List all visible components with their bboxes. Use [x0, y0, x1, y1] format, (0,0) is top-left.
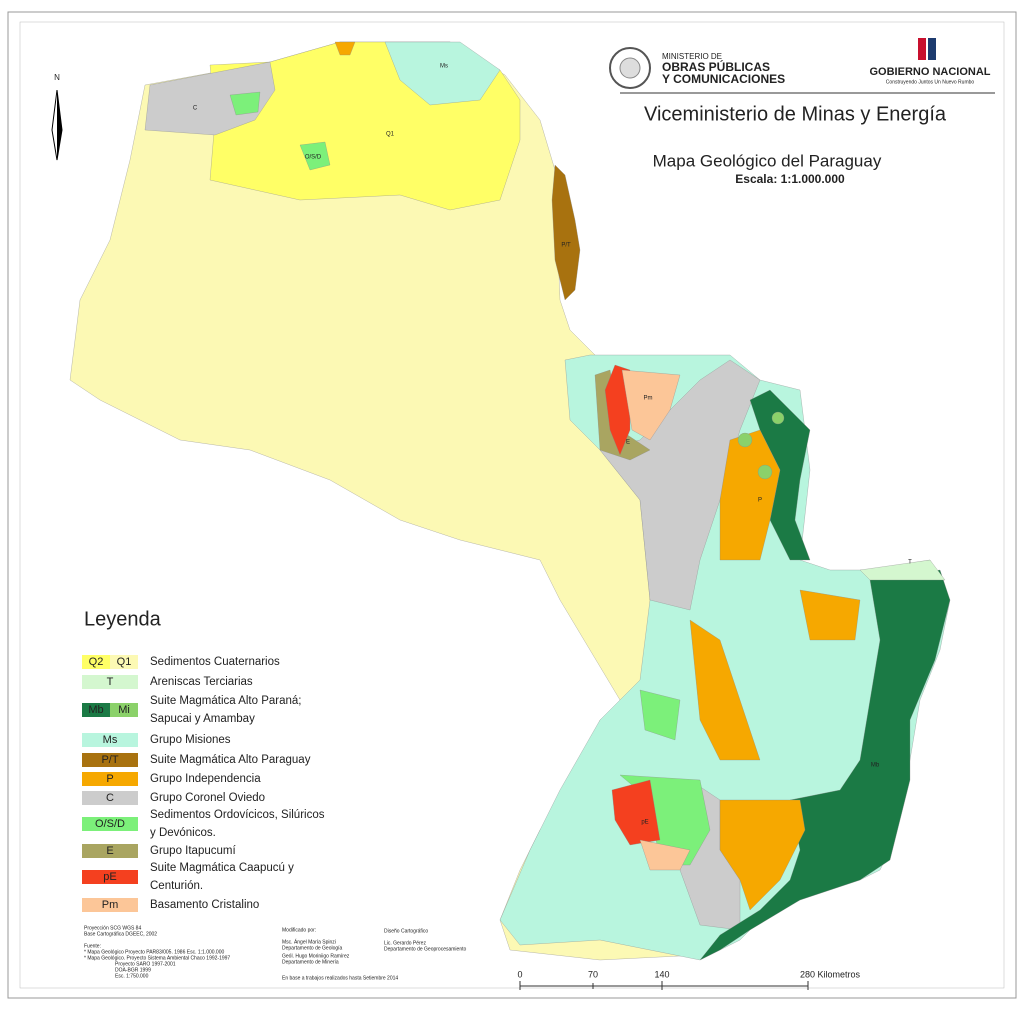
- credit-line: Geól. Hugo Moriniigo Ramírez: [282, 953, 350, 959]
- credit-line: Lic. Gerardo Pérez: [384, 940, 426, 946]
- credit-line: Proyecto SARO 1997-2001: [115, 961, 176, 967]
- legend-swatch: [110, 655, 138, 669]
- credits: En base a trabajos realizados hasta Seti…: [84, 925, 466, 981]
- legend-code: pE: [103, 871, 116, 883]
- legend-swatch: [82, 898, 138, 912]
- legend-swatch: [82, 753, 138, 767]
- legend-swatch: [82, 844, 138, 858]
- legend-title: Leyenda: [84, 608, 162, 630]
- legend-label: Suite Magmática Alto Paraguay: [150, 754, 311, 766]
- legend-code: E: [106, 845, 113, 857]
- legend-label: Sedimentos Ordovícicos, Silúricos: [150, 809, 325, 821]
- credit-line: Departamento de Geología: [282, 945, 343, 951]
- legend-label: Suite Magmática Caapucú y: [150, 862, 294, 874]
- ministry-line: MINISTERIO DE: [662, 52, 722, 61]
- legend-label: Sapucai y Amambay: [150, 713, 255, 725]
- legend-swatch: [82, 791, 138, 805]
- legend-swatch: [82, 675, 138, 689]
- ministry-line: OBRAS PÚBLICAS: [662, 59, 770, 74]
- credit-line: Esc. 1:750.000: [115, 973, 149, 979]
- north-arrow: N: [51, 73, 63, 161]
- map-label: C: [193, 106, 198, 112]
- credit-line: Base Cartográfica DGEEC, 2002: [84, 931, 157, 937]
- credit-line: Fuente:: [84, 943, 101, 949]
- header: MINISTERIO DE OBRAS PÚBLICAS Y COMUNICAC…: [609, 38, 995, 186]
- map-label: Ms: [440, 64, 448, 70]
- scale-label: 70: [588, 969, 598, 979]
- credit-line: * Mapa Geológico. Proyecto Sistema Ambie…: [84, 955, 230, 961]
- legend-code: C: [106, 792, 114, 804]
- government: GOBIERNO NACIONAL: [870, 66, 991, 78]
- map-label: Mb: [871, 763, 880, 769]
- scale-label: 280 Kilometros: [800, 969, 861, 979]
- legend-label: y Devónicos.: [150, 827, 216, 839]
- credit-line: Proyección SCG WGS 84: [84, 925, 141, 931]
- legend-label: Centurión.: [150, 880, 203, 892]
- legend-code: Ms: [103, 734, 118, 746]
- legend-label: Grupo Independencia: [150, 773, 261, 785]
- legend-label: Sedimentos Cuaternarios: [150, 656, 280, 668]
- map-label: pE: [641, 820, 648, 826]
- credit-line: Msc. Ángel María Spinzi: [282, 938, 336, 945]
- scale-label: 140: [654, 969, 669, 979]
- credit-line: Diseño Cartográfico: [384, 928, 428, 934]
- scalebar: 0 70 140 280 Kilometros: [517, 969, 861, 990]
- legend-code: Q1: [117, 656, 132, 668]
- legend-swatch: [82, 817, 138, 831]
- legend-code: Pm: [102, 899, 119, 911]
- map-title: Mapa Geológico del Paraguay: [653, 151, 882, 170]
- legend-code: P/T: [101, 754, 118, 766]
- legend-label: Suite Magmática Alto Paraná;: [150, 695, 302, 707]
- credit-line: Departamento de Geoprocesamiento: [384, 946, 466, 952]
- credit-line: En base a trabajos realizados hasta Seti…: [282, 975, 398, 981]
- map-label: P/T: [561, 243, 571, 249]
- legend-code: O/S/D: [95, 818, 125, 830]
- legend-code: T: [107, 676, 114, 688]
- map-label: P: [758, 498, 762, 504]
- legend-code: Mi: [118, 704, 130, 716]
- legend-swatch: [82, 733, 138, 747]
- legend-label: Basamento Cristalino: [150, 899, 259, 911]
- map-labels: Q1 C Ms O/S/D P/T pE Pm E P Mb T: [193, 64, 912, 826]
- legend-swatch: [82, 772, 138, 786]
- ministry-line: Y COMUNICACIONES: [662, 72, 785, 86]
- vice-title: Viceministerio de Minas y Energía: [644, 103, 947, 125]
- geology: [69, 41, 951, 961]
- map-label: Pm: [644, 396, 653, 402]
- map-label: O/S/D: [305, 155, 322, 161]
- credit-line: DOA-BGR 1999: [115, 967, 151, 973]
- map-label: E: [626, 440, 630, 446]
- map-label: T: [908, 560, 912, 566]
- legend-code: Q2: [89, 656, 104, 668]
- legend-swatch: [82, 655, 110, 669]
- map-scale: Escala: 1:1.000.000: [735, 172, 845, 186]
- legend-code: Mb: [88, 704, 103, 716]
- credit-line: Departamento de Minería: [282, 959, 339, 965]
- credit-line: Modificado por:: [282, 927, 316, 933]
- scale-label: 0: [517, 969, 522, 979]
- legend: Q2 Q1 Sedimentos Cuaternarios T Areniscas Te…: [82, 655, 325, 912]
- legend-label: Areniscas Terciarias: [150, 676, 253, 688]
- legend-label: Grupo Misiones: [150, 734, 231, 746]
- north-label: N: [54, 73, 60, 82]
- legend-label: Grupo Coronel Oviedo: [150, 792, 265, 804]
- legend-label: Grupo Itapucumí: [150, 845, 236, 857]
- credit-line: * Mapa Geológico Proyecto PAR83/005. 198…: [84, 949, 224, 955]
- legend-swatch: [82, 870, 138, 884]
- slogan: Construyendo Juntos Un Nuevo Rumbo: [886, 79, 975, 85]
- legend-code: P: [106, 773, 113, 785]
- map-label: Q1: [386, 132, 395, 138]
- legend-swatch: [82, 703, 110, 717]
- legend-swatch: [110, 703, 138, 717]
- inner-frame: [19, 21, 1005, 989]
